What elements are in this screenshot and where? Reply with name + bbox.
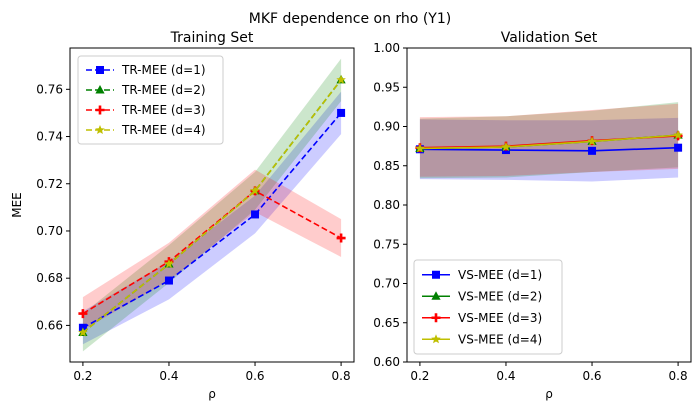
legend-entry: TR-MEE (d=4) (121, 123, 206, 137)
y-tick-label: 0.70 (36, 224, 63, 238)
axes-frame (69, 47, 355, 363)
x-tick-label: 0.8 (332, 369, 351, 383)
legend-marker (95, 85, 105, 94)
y-tick-label: 0.90 (373, 120, 400, 134)
validation-set-panel: 0.2 0.4 0.6 0.8 0.60 0.65 0.70 0.75 0.80 0.85 0.90… (373, 30, 692, 401)
legend: TR-MEE (d=1) TR-MEE (d=2) TR-MEE (d=3) TR-M… (77, 55, 224, 145)
x-tick-label: 0.4 (496, 369, 515, 383)
data-point (588, 146, 597, 155)
legend-entry: TR-MEE (d=1) (121, 63, 206, 77)
panel-title: Training Set (170, 30, 254, 46)
y-tick-label: 0.76 (36, 82, 63, 96)
series-line-1 (419, 146, 679, 152)
x-axis-label: ρ (208, 387, 216, 401)
panel-title: Validation Set (501, 30, 598, 46)
data-point (250, 185, 260, 195)
legend-frame (413, 259, 563, 355)
legend-marker (96, 66, 104, 74)
y-tick-label: 0.65 (373, 316, 400, 330)
data-point (336, 233, 346, 243)
confidence-band-3 (82, 169, 342, 331)
data-point (674, 143, 683, 152)
data-point (501, 141, 511, 151)
legend-marker (431, 313, 441, 323)
legend-entry: TR-MEE (d=3) (121, 103, 206, 117)
series-line-4 (82, 79, 342, 334)
x-tick-label: 0.2 (73, 369, 92, 383)
x-tick-label: 0.6 (245, 369, 264, 383)
x-tick-label: 0.6 (582, 369, 601, 383)
data-point (337, 108, 346, 117)
y-tick-label: 1.00 (373, 41, 400, 55)
legend-marker (431, 291, 441, 300)
legend-entry: TR-MEE (d=2) (121, 83, 206, 97)
series-line-1 (82, 112, 342, 329)
confidence-band-2 (82, 58, 342, 352)
legend-marker (431, 334, 441, 344)
legend-entry: VS-MEE (d=2) (458, 289, 542, 303)
series-line-4 (419, 134, 679, 150)
data-point (164, 259, 174, 269)
x-tick-label: 0.4 (159, 369, 178, 383)
x-axis-label: ρ (545, 387, 553, 401)
training-set-panel: 0.2 0.4 0.6 0.8 0.66 0.68 0.70 0.72 0.74 0.76 Trai… (10, 30, 355, 401)
legend-entry: VS-MEE (d=3) (458, 311, 542, 325)
y-tick-label: 0.68 (36, 271, 63, 285)
legend-marker (432, 270, 440, 279)
data-point (415, 143, 425, 153)
series-line-3 (82, 189, 342, 315)
data-point (673, 130, 683, 140)
figure-suptitle: MKF dependence on rho (Y1) (249, 11, 451, 27)
data-point (78, 309, 88, 319)
y-tick-label: 0.60 (373, 355, 400, 369)
legend-entry: VS-MEE (d=4) (458, 332, 542, 346)
y-tick-label: 0.75 (373, 237, 400, 251)
x-tick-label: 0.8 (669, 369, 688, 383)
data-point (336, 74, 346, 84)
legend-entry: VS-MEE (d=1) (458, 268, 542, 282)
y-tick-label: 0.74 (36, 130, 63, 144)
y-axis-label: MEE (10, 192, 24, 218)
confidence-band-2 (419, 102, 679, 179)
y-tick-label: 0.70 (373, 277, 400, 291)
y-tick-label: 0.80 (373, 198, 400, 212)
y-tick-label: 0.72 (36, 177, 63, 191)
legend-marker (95, 105, 105, 115)
data-point (78, 327, 88, 337)
data-point (251, 210, 260, 219)
y-tick-label: 0.66 (36, 318, 63, 332)
legend-frame (77, 55, 224, 145)
confidence-band-3 (419, 103, 679, 177)
legend-marker (95, 125, 105, 135)
x-tick-label: 0.2 (410, 369, 429, 383)
y-tick-label: 0.95 (373, 80, 400, 94)
y-tick-label: 0.85 (373, 159, 400, 173)
data-point (587, 136, 597, 146)
legend: VS-MEE (d=1) VS-MEE (d=2) VS-MEE (d=3) VS-M… (413, 259, 563, 355)
data-point (164, 276, 173, 285)
